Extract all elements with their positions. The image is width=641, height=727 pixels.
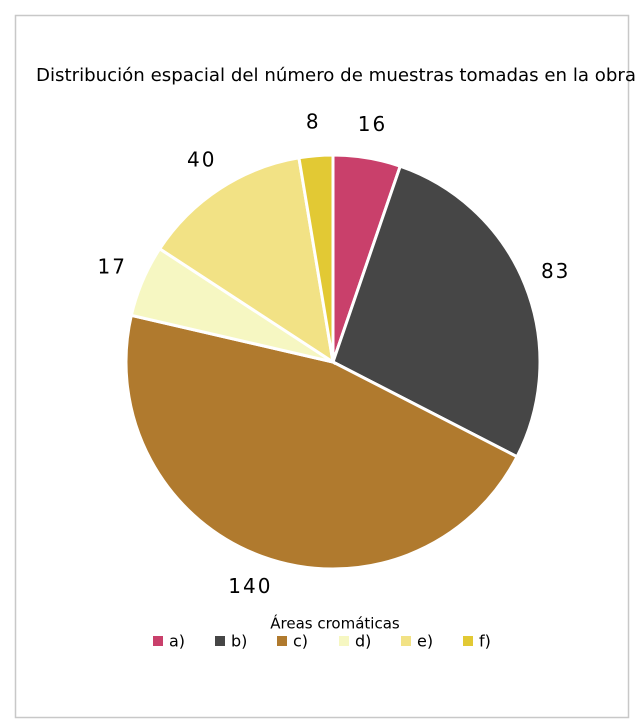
data-label: 83 [541, 259, 570, 283]
data-label: 17 [98, 254, 127, 278]
pie-slice [157, 156, 336, 366]
legend-label: b) [231, 632, 247, 651]
legend-swatch [463, 636, 473, 646]
data-label: 40 [187, 148, 216, 172]
legend-swatch [277, 636, 287, 646]
legend-label: e) [417, 632, 433, 651]
pie-slice [331, 164, 542, 459]
data-label: 8 [306, 109, 321, 133]
legend-swatch [215, 636, 225, 646]
legend-label: c) [293, 632, 308, 651]
pie-slice [297, 153, 335, 363]
legend-swatch [401, 636, 411, 646]
legend-title: Áreas cromáticas [270, 614, 400, 633]
chart-title: Distribución espacial del número de mues… [36, 65, 636, 86]
pie-slice [124, 313, 520, 571]
data-label: 16 [358, 112, 387, 136]
data-label: 140 [228, 574, 272, 598]
legend-label: f) [479, 632, 491, 651]
legend-label: d) [355, 632, 371, 651]
legend-swatch [339, 636, 349, 646]
legend-label: a) [169, 632, 185, 651]
legend-swatch [153, 636, 163, 646]
